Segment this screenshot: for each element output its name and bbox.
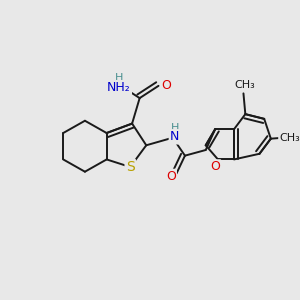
Text: H: H bbox=[115, 73, 123, 83]
Text: H: H bbox=[170, 123, 179, 133]
Text: NH₂: NH₂ bbox=[107, 81, 131, 94]
Text: N: N bbox=[170, 130, 179, 143]
Text: CH₃: CH₃ bbox=[234, 80, 255, 90]
Text: O: O bbox=[166, 170, 176, 183]
Text: S: S bbox=[126, 160, 135, 174]
Text: O: O bbox=[161, 79, 171, 92]
Text: O: O bbox=[210, 160, 220, 173]
Text: CH₃: CH₃ bbox=[279, 133, 300, 143]
